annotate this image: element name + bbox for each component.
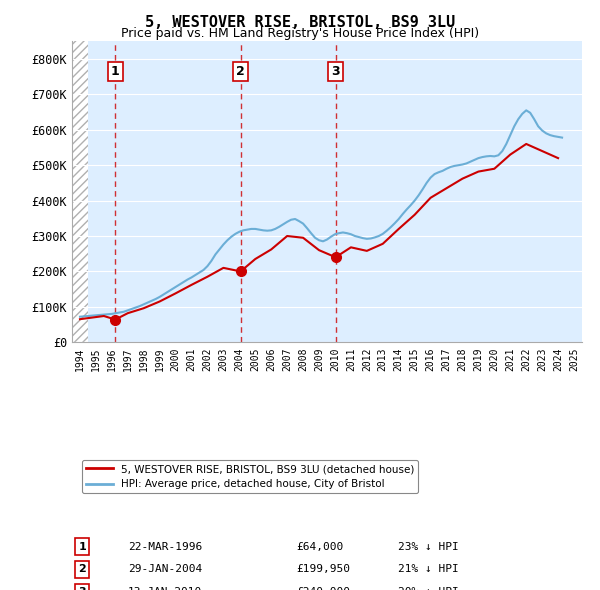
Text: 13-JAN-2010: 13-JAN-2010: [128, 587, 202, 590]
Text: 22-MAR-1996: 22-MAR-1996: [128, 542, 202, 552]
Text: 2: 2: [236, 65, 245, 78]
Text: 2: 2: [79, 565, 86, 575]
Text: 5, WESTOVER RISE, BRISTOL, BS9 3LU: 5, WESTOVER RISE, BRISTOL, BS9 3LU: [145, 15, 455, 30]
Text: 3: 3: [331, 65, 340, 78]
Text: £64,000: £64,000: [296, 542, 344, 552]
Bar: [88, 41, 582, 342]
Text: 20% ↓ HPI: 20% ↓ HPI: [398, 587, 459, 590]
Bar: [72, 41, 88, 342]
Text: 23% ↓ HPI: 23% ↓ HPI: [398, 542, 459, 552]
Text: 21% ↓ HPI: 21% ↓ HPI: [398, 565, 459, 575]
Text: 29-JAN-2004: 29-JAN-2004: [128, 565, 202, 575]
Text: 1: 1: [79, 542, 86, 552]
Text: 3: 3: [79, 587, 86, 590]
Text: £240,000: £240,000: [296, 587, 350, 590]
Text: 1: 1: [111, 65, 120, 78]
Legend: 5, WESTOVER RISE, BRISTOL, BS9 3LU (detached house), HPI: Average price, detache: 5, WESTOVER RISE, BRISTOL, BS9 3LU (deta…: [82, 460, 418, 493]
Text: Price paid vs. HM Land Registry's House Price Index (HPI): Price paid vs. HM Land Registry's House …: [121, 27, 479, 40]
Text: £199,950: £199,950: [296, 565, 350, 575]
